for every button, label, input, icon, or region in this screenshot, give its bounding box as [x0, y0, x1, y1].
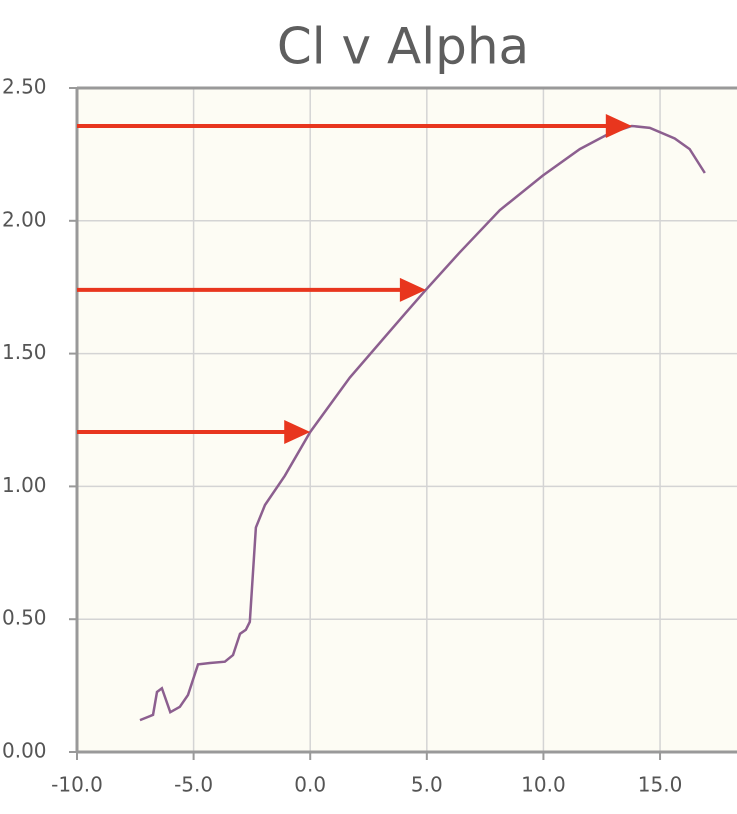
arrow-head	[284, 419, 311, 444]
line	[139, 124, 706, 722]
y-tick-label: 1.50	[2, 340, 47, 364]
y-tick-label: 2.00	[2, 207, 47, 231]
y-tick-label: 1.00	[2, 473, 47, 497]
x-tick-label: 10.0	[521, 773, 566, 797]
x-tick-label: 5.0	[411, 773, 443, 797]
x-tick-label: 0.0	[294, 773, 326, 797]
y-tick-label: 0.50	[2, 606, 47, 630]
y-tick-label: 0.00	[2, 739, 47, 763]
plot-area	[77, 88, 737, 752]
y-tick-label: 2.50	[2, 75, 47, 99]
chart-title: Cl v Alpha	[277, 18, 529, 76]
arrow-head	[399, 277, 426, 302]
x-tick-label: -5.0	[174, 773, 213, 797]
arrow-head	[605, 113, 632, 138]
x-tick-label: 15.0	[638, 773, 683, 797]
x-tick-label: -10.0	[51, 773, 103, 797]
